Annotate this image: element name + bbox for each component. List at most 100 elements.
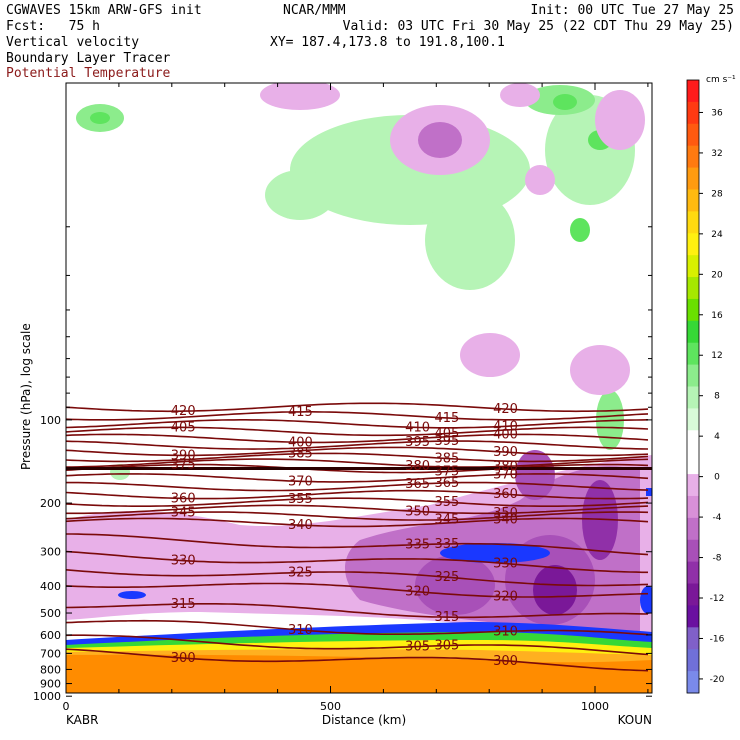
theta-contour-label: 400 — [288, 435, 313, 450]
theta-contour-line — [66, 533, 649, 556]
colorbar-label: 16 — [711, 311, 723, 321]
boundary-layer-tracer — [118, 591, 146, 599]
valid-time: Valid: 03 UTC Fri 30 May 25 (22 CDT Thu … — [342, 19, 734, 34]
theta-contour-line — [66, 419, 649, 429]
colorbar-swatch — [687, 671, 699, 694]
boundary-layer-tracer — [646, 488, 652, 496]
descent-region — [260, 83, 340, 110]
theta-contour-line — [66, 504, 649, 515]
theta-contour-label: 330 — [493, 557, 518, 572]
descent-region — [570, 345, 630, 395]
y-tick-label: 800 — [40, 663, 61, 676]
colorbar-label: 32 — [711, 149, 722, 159]
colorbar-swatch — [687, 517, 699, 541]
x-tick-label: 500 — [320, 700, 341, 713]
colorbar-swatch — [687, 495, 699, 519]
colorbar-label: 0 — [714, 473, 720, 483]
colorbar-label: -16 — [710, 634, 725, 644]
theta-contour-line — [66, 463, 649, 474]
theta-contour-label: 320 — [405, 585, 430, 600]
theta-contour-line — [66, 411, 649, 421]
theta-contour-label: 340 — [288, 518, 313, 533]
colorbar-swatch — [687, 145, 699, 169]
descent-region — [595, 90, 645, 150]
colorbar-label: 36 — [711, 108, 723, 118]
theta-contour-line — [66, 517, 649, 528]
theta-contour-label: 305 — [434, 639, 459, 654]
init-time: Init: 00 UTC Tue 27 May 25 — [530, 3, 735, 18]
y-tick-label: 900 — [40, 678, 61, 691]
theta-contour-line — [66, 582, 649, 598]
colorbar: 36 32 28 24 20 16 12 8 4 0 -4 -8 -12 -16 -20 — [686, 79, 725, 694]
theta-contour-label: 370 — [493, 467, 518, 482]
theta-contour-label: 400 — [493, 428, 518, 443]
theta-contour-label: 325 — [434, 570, 459, 585]
descent-region — [525, 165, 555, 195]
theta-contour-label: 315 — [171, 597, 196, 612]
theta-contour-label: 380 — [405, 459, 430, 474]
colorbar-swatch — [687, 277, 699, 300]
theta-contour-label: 335 — [405, 538, 430, 553]
theta-contour-label: 355 — [434, 495, 459, 510]
theta-contour-line — [66, 433, 649, 444]
y-tick-label: 600 — [40, 629, 61, 642]
colorbar-label: 4 — [714, 432, 720, 442]
colorbar-swatch — [687, 408, 699, 431]
colorbar-swatch — [687, 298, 699, 322]
theta-contour-line — [66, 440, 649, 450]
colorbar-swatch — [687, 649, 699, 672]
theta-contour-label: 325 — [288, 566, 313, 581]
colorbar-swatch — [687, 452, 699, 475]
theta-contour-label: 305 — [405, 640, 430, 655]
theta-contour-label: 375 — [171, 458, 196, 473]
field-label-boundary-layer-tracer: Boundary Layer Tracer — [6, 51, 171, 66]
left-endpoint-label: KABR — [66, 713, 98, 727]
colorbar-swatch — [687, 167, 699, 190]
theta-contour-line — [66, 603, 649, 619]
theta-contour-label: 360 — [493, 487, 518, 502]
theta-contour-label: 395 — [405, 435, 430, 450]
theta-contour-label: 330 — [171, 554, 196, 569]
colorbar-label: 24 — [711, 230, 723, 240]
colorbar-label: -4 — [713, 513, 722, 523]
y-tick-label: 200 — [40, 497, 61, 510]
ascent-core — [553, 94, 577, 110]
colorbar-swatch — [687, 189, 699, 212]
theta-contour-line — [66, 402, 649, 413]
theta-contour-label: 380 — [493, 459, 518, 474]
colorbar-label: -8 — [713, 554, 722, 564]
colorbar-swatch — [687, 364, 699, 387]
field-label-potential-temperature: Potential Temperature — [6, 66, 171, 81]
colorbar-label: 20 — [711, 270, 723, 280]
y-tick-label: 700 — [40, 647, 61, 660]
x-tick-label: 0 — [63, 700, 70, 713]
descent-region — [500, 83, 540, 107]
colorbar-label: 12 — [711, 351, 722, 361]
forecast-hour: Fcst: 75 h — [6, 19, 100, 34]
y-tick-label: 400 — [40, 580, 61, 593]
theta-contour-line — [66, 497, 649, 507]
y-tick-label: 300 — [40, 546, 61, 559]
theta-contour-label: 415 — [288, 405, 313, 420]
colorbar-label: -12 — [710, 594, 725, 604]
colorbar-swatch — [687, 101, 699, 125]
theta-contour-label: 370 — [288, 474, 313, 489]
boundary-layer-tracer — [440, 543, 550, 563]
low-level-band — [66, 654, 652, 693]
theta-contour-line — [66, 481, 649, 492]
y-tick-label: 500 — [40, 607, 61, 620]
colorbar-swatch — [687, 430, 699, 453]
theta-contour-line — [66, 634, 649, 656]
theta-contour-line — [66, 619, 649, 636]
theta-contour-label: 355 — [288, 492, 313, 507]
descent-core — [533, 565, 577, 615]
ascent-region — [265, 170, 335, 220]
y-tick-label: 1000 — [33, 690, 61, 703]
theta-contour-label: 395 — [434, 434, 459, 449]
y-axis-label: Pressure (hPa), log scale — [19, 323, 33, 470]
colorbar-label: -20 — [710, 675, 725, 685]
theta-contour-line — [66, 426, 649, 437]
